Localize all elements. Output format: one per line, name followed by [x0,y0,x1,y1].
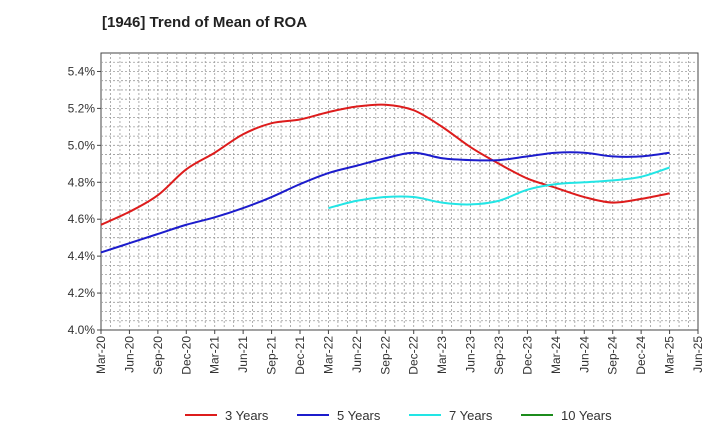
legend-label: 3 Years [225,408,269,423]
x-tick-label: Mar-25 [663,336,677,374]
legend-label: 5 Years [337,408,381,423]
x-tick-label: Jun-20 [122,336,136,373]
y-tick-label: 4.6% [68,212,96,226]
legend: 3 Years 5 Years 7 Years 10 Years [185,408,612,423]
series-lines [100,103,670,254]
x-tick-label: Dec-23 [520,336,534,375]
legend-label: 7 Years [449,408,493,423]
x-axis-ticks: Mar-20 Jun-20 Sep-20 Dec-20 Mar-21 Jun-21 Sep-… [94,330,705,375]
x-tick-label: Jun-22 [350,336,364,373]
y-tick-label: 5.0% [68,138,96,152]
x-tick-label: Dec-20 [179,336,193,375]
x-tick-label: Mar-22 [321,336,335,374]
x-tick-label: Dec-21 [293,336,307,375]
grid-lines [101,53,698,330]
x-tick-label: Mar-23 [435,336,449,374]
x-tick-label: Sep-23 [492,336,506,375]
x-tick-label: Jun-24 [577,336,591,373]
y-tick-label: 4.0% [68,323,96,337]
y-tick-label: 4.4% [68,249,96,263]
x-tick-label: Jun-23 [464,336,478,373]
y-tick-label: 4.8% [68,175,96,189]
legend-label: 10 Years [561,408,612,423]
x-tick-label: Dec-22 [407,336,421,375]
x-tick-label: Dec-24 [634,336,648,375]
x-tick-label: Sep-22 [378,336,392,375]
y-tick-label: 5.4% [68,64,96,78]
y-tick-label: 4.2% [68,286,96,300]
x-tick-label: Mar-24 [549,336,563,374]
chart-title: [1946] Trend of Mean of ROA [102,14,308,31]
y-axis-ticks: 4.0% 4.2% 4.4% 4.6% 4.8% 5.0% 5.2% 5.4% [68,64,101,337]
series-line-3-years [100,103,670,226]
x-tick-label: Sep-21 [265,336,279,375]
x-tick-label: Jun-21 [236,336,250,373]
y-tick-label: 5.2% [68,101,96,115]
x-tick-label: Mar-20 [94,336,108,374]
x-tick-label: Sep-20 [151,336,165,375]
series-line-7-years [328,166,670,210]
x-tick-label: Jun-25 [691,336,705,373]
x-tick-label: Sep-24 [606,336,620,375]
x-tick-label: Mar-21 [208,336,222,374]
series-line-5-years [100,151,670,254]
